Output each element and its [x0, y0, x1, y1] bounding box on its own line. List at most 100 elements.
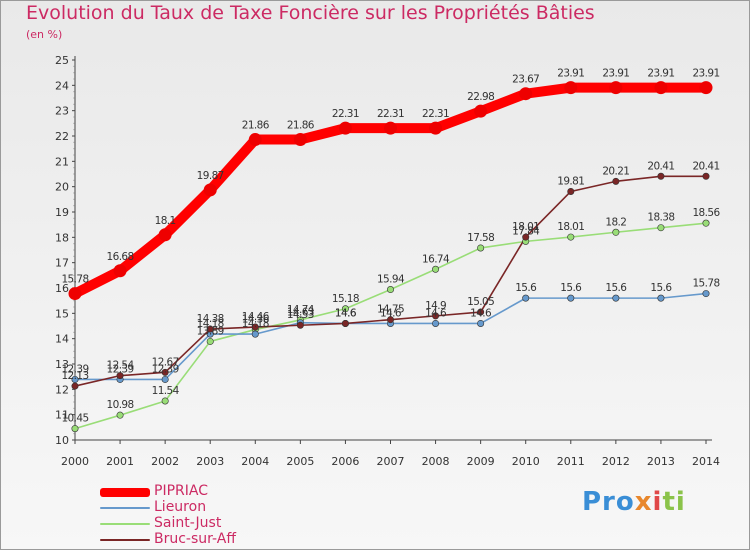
- data-label: 14.53: [287, 309, 314, 321]
- data-label: 20.41: [647, 160, 674, 172]
- data-label: 10.98: [107, 399, 134, 411]
- data-point: [386, 316, 394, 324]
- data-label: 16.74: [422, 253, 450, 265]
- data-point: [203, 183, 217, 197]
- data-label: 14.74: [287, 304, 315, 316]
- data-point: [293, 133, 307, 147]
- data-label: 14.18: [197, 318, 224, 330]
- data-label: 15.6: [605, 282, 627, 294]
- data-label: 12.39: [61, 363, 88, 375]
- y-tick-label: 12: [55, 383, 69, 396]
- data-point: [564, 81, 578, 95]
- data-point: [474, 104, 488, 118]
- data-label: 23.91: [692, 68, 719, 80]
- legend-swatch: [100, 539, 150, 541]
- legend-label: Bruc-sur-Aff: [154, 531, 236, 547]
- y-tick-label: 20: [55, 181, 69, 194]
- data-label: 11.54: [152, 385, 180, 397]
- data-point: [612, 177, 620, 185]
- legend-item: Saint-Just: [100, 515, 320, 532]
- data-label: 17.84: [512, 225, 540, 237]
- data-label: 14.9: [425, 300, 446, 312]
- data-point: [567, 233, 575, 241]
- y-tick-label: 23: [55, 105, 69, 118]
- data-label: 18.01: [557, 221, 584, 233]
- data-label: 18.01: [512, 221, 539, 233]
- x-tick-label: 2009: [467, 455, 495, 468]
- data-label: 14.6: [335, 307, 357, 319]
- data-label: 15.05: [467, 296, 494, 308]
- data-point: [161, 397, 169, 405]
- y-tick-label: 25: [55, 54, 69, 67]
- data-point: [702, 172, 710, 180]
- y-tick-label: 21: [55, 155, 69, 168]
- legend-label: Saint-Just: [154, 515, 222, 531]
- x-tick-label: 2010: [512, 455, 540, 468]
- data-point: [161, 368, 169, 376]
- data-point: [206, 337, 214, 345]
- data-point: [386, 286, 394, 294]
- x-tick-label: 2002: [151, 455, 179, 468]
- data-point: [522, 233, 530, 241]
- data-label: 19.81: [557, 175, 584, 187]
- data-label: 12.39: [107, 363, 134, 375]
- x-tick-label: 2003: [196, 455, 224, 468]
- data-label: 14.6: [335, 307, 357, 319]
- legend-item: Bruc-sur-Aff: [100, 531, 320, 548]
- legend-label: PIPRIAC: [154, 483, 208, 499]
- y-tick-label: 18: [55, 231, 69, 244]
- data-label: 14.75: [377, 304, 404, 316]
- data-label: 14.6: [470, 307, 492, 319]
- x-tick-label: 2007: [377, 455, 405, 468]
- data-label: 20.41: [692, 160, 719, 172]
- data-label: 14.46: [242, 311, 270, 323]
- legend-item: PIPRIAC: [100, 483, 320, 500]
- data-labels: 10.45 10.98 11.54 13.89 14.36 14.74 15.18 15.94…: [61, 68, 721, 425]
- data-point: [158, 228, 172, 242]
- data-point: [567, 187, 575, 195]
- data-label: 21.86: [242, 120, 270, 132]
- data-point: [338, 121, 352, 135]
- data-point: [432, 312, 440, 320]
- y-tick-label: 10: [55, 434, 69, 447]
- y-tick-label: 11: [55, 409, 69, 422]
- data-label: 18.56: [692, 207, 720, 219]
- proxiti-logo: Proxiti: [582, 487, 686, 517]
- data-label: 15.78: [61, 274, 88, 286]
- data-label: 12.39: [152, 363, 179, 375]
- data-point: [251, 323, 259, 331]
- data-label: 15.6: [650, 282, 672, 294]
- legend-swatch: [100, 523, 150, 525]
- y-tick-label: 15: [55, 307, 69, 320]
- chart-subtitle: (en %): [26, 28, 63, 41]
- data-point: [68, 287, 82, 301]
- legend-swatch: [100, 487, 150, 497]
- data-label: 15.78: [692, 278, 719, 290]
- y-tick-label: 14: [55, 333, 69, 346]
- data-point: [654, 81, 668, 95]
- chart-title: Evolution du Taux de Taxe Foncière sur l…: [26, 2, 595, 24]
- legend-item: Lieuron: [100, 499, 320, 516]
- x-tick-label: 2000: [61, 455, 89, 468]
- data-label: 22.31: [332, 108, 359, 120]
- data-label: 13.89: [197, 325, 224, 337]
- data-point: [657, 294, 665, 302]
- data-point: [432, 265, 440, 273]
- data-label: 19.87: [197, 170, 224, 182]
- data-point: [71, 382, 79, 390]
- legend: PIPRIAC Lieuron Saint-Just Bruc-sur-Aff: [100, 483, 320, 548]
- data-point: [429, 121, 443, 135]
- y-tick-label: 19: [55, 206, 69, 219]
- data-point: [341, 305, 349, 313]
- data-point: [116, 372, 124, 380]
- data-label: 21.86: [287, 120, 315, 132]
- data-label: 23.91: [557, 68, 584, 80]
- data-label: 14.6: [425, 307, 447, 319]
- data-label: 12.54: [107, 360, 135, 372]
- data-label: 15.18: [332, 293, 359, 305]
- data-label: 12.13: [61, 370, 88, 382]
- data-point: [477, 308, 485, 316]
- data-point: [477, 244, 485, 252]
- data-point: [609, 81, 623, 95]
